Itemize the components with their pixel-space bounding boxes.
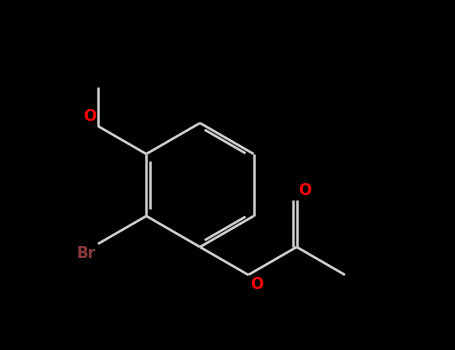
Text: Br: Br <box>77 246 96 261</box>
Text: O: O <box>250 277 263 292</box>
Text: O: O <box>298 183 311 197</box>
Text: O: O <box>83 109 96 124</box>
